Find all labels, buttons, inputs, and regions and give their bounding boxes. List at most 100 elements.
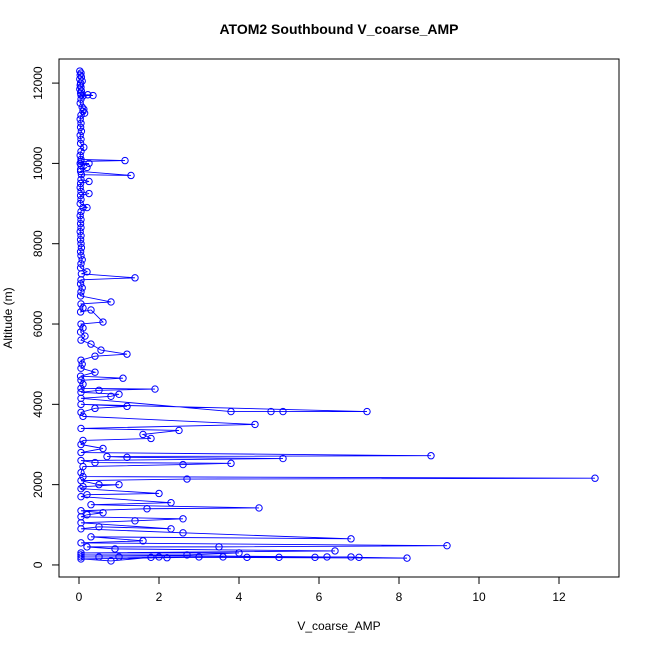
data-point <box>78 256 86 264</box>
data-point <box>591 474 599 482</box>
data-point <box>76 179 85 188</box>
data-point <box>183 475 191 483</box>
y-tick-label: 8000 <box>31 230 45 257</box>
x-tick-label: 12 <box>552 590 566 604</box>
data-point <box>87 306 95 314</box>
x-tick-label: 8 <box>396 590 403 604</box>
data-point <box>77 539 85 547</box>
data-point <box>77 555 85 563</box>
data-point <box>79 304 87 312</box>
data-point <box>121 156 129 165</box>
data-point <box>77 231 85 240</box>
data-point <box>183 551 191 559</box>
data-point <box>179 515 187 523</box>
y-tick-label: 6000 <box>31 310 45 337</box>
data-point <box>107 557 115 565</box>
data-point <box>77 111 85 119</box>
data-point <box>87 501 95 509</box>
data-point <box>443 541 451 550</box>
series-layer <box>79 70 596 562</box>
data-point <box>83 543 91 551</box>
data-point <box>85 189 93 198</box>
data-point <box>95 523 103 531</box>
data-point <box>76 99 84 107</box>
data-point <box>76 131 84 139</box>
data-point <box>77 376 85 384</box>
data-point <box>275 553 283 562</box>
data-point <box>147 553 155 562</box>
data-point <box>77 240 85 248</box>
data-point <box>76 308 85 316</box>
data-point <box>127 171 135 180</box>
data-point <box>76 236 85 244</box>
data-point <box>77 553 85 561</box>
data-point <box>76 248 85 256</box>
data-point <box>77 448 85 457</box>
data-point <box>77 300 85 308</box>
data-point <box>77 244 86 252</box>
data-point <box>77 170 86 179</box>
x-tick-label: 0 <box>76 590 83 604</box>
data-point <box>77 252 85 260</box>
data-point <box>77 135 85 144</box>
data-point <box>78 360 86 368</box>
data-point <box>77 195 85 204</box>
marker-layer <box>76 67 599 565</box>
data-point <box>139 430 147 439</box>
data-point <box>87 340 95 348</box>
data-point <box>76 292 85 300</box>
data-point <box>235 549 243 557</box>
data-point <box>91 458 99 467</box>
y-tick-label: 10000 <box>31 146 45 180</box>
data-point <box>95 386 103 394</box>
data-point <box>403 554 411 562</box>
data-point <box>76 211 84 220</box>
data-point <box>78 103 86 111</box>
data-point <box>91 368 99 376</box>
data-point <box>77 260 85 268</box>
data-point <box>79 412 87 421</box>
data-point <box>77 119 85 127</box>
x-axis-label: V_coarse_AMP <box>297 619 380 633</box>
data-point <box>79 472 87 481</box>
data-point <box>83 163 91 172</box>
data-point <box>77 440 85 449</box>
data-point <box>111 545 119 553</box>
data-point <box>91 404 99 413</box>
data-point <box>77 336 85 344</box>
data-point <box>267 407 275 416</box>
data-point <box>323 553 331 561</box>
data-point <box>95 480 103 489</box>
data-point <box>363 407 371 416</box>
data-point <box>123 350 131 358</box>
data-point <box>77 127 86 135</box>
data-point <box>91 352 99 360</box>
data-point <box>85 159 93 168</box>
data-point <box>99 444 107 453</box>
data-point <box>79 436 87 445</box>
data-point <box>79 482 87 491</box>
data-point <box>179 529 187 537</box>
data-point <box>331 547 339 555</box>
data-point <box>227 459 235 468</box>
data-point <box>77 468 85 477</box>
data-point <box>77 408 85 417</box>
data-point <box>347 535 355 543</box>
data-point <box>143 505 151 513</box>
data-point <box>78 284 86 292</box>
data-point <box>77 484 85 493</box>
data-point <box>76 191 85 200</box>
data-point <box>76 165 85 174</box>
data-point <box>215 543 223 551</box>
data-point <box>77 95 85 103</box>
data-point <box>89 91 97 100</box>
data-point <box>87 533 95 541</box>
data-point <box>85 177 93 186</box>
x-axis: 0 2 4 6 8 10 12 <box>76 576 566 604</box>
data-point <box>107 298 115 306</box>
y-tick-label: 2000 <box>31 471 45 498</box>
data-point <box>227 407 235 416</box>
data-point <box>107 392 115 400</box>
y-axis-label: Altitude (m) <box>1 287 15 348</box>
